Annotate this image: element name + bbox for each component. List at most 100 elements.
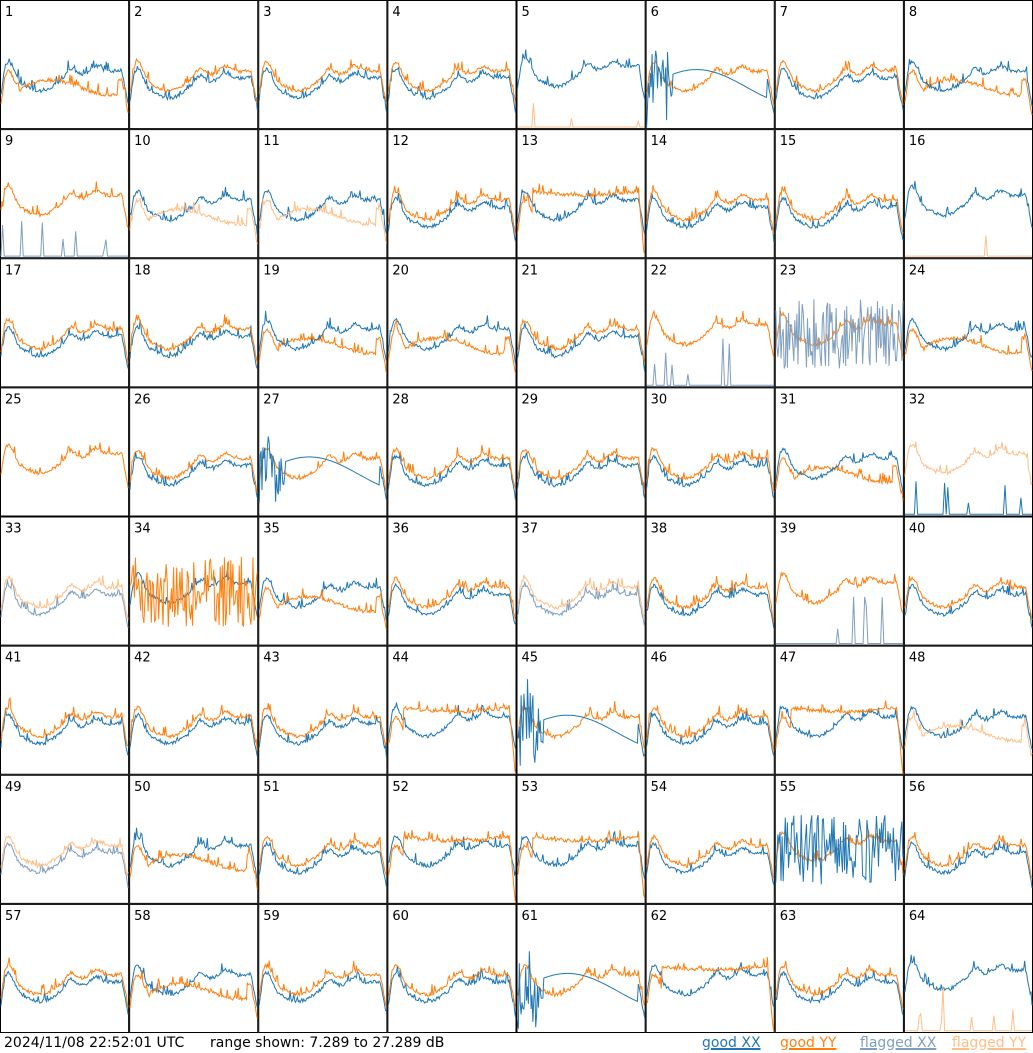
range-label: range shown: 7.289 to 27.289 dB: [210, 1035, 445, 1051]
panel-55: 55: [774, 774, 904, 904]
panel-label: 50: [134, 780, 151, 795]
panel-32: 32: [903, 387, 1033, 517]
xx-line: [775, 705, 904, 750]
panel-label: 32: [909, 392, 926, 407]
panel-61: 61: [516, 903, 646, 1033]
yy-line: [646, 573, 775, 622]
xx-line: [387, 582, 516, 625]
panel-frame: [516, 903, 646, 1033]
panel-10: 10: [129, 129, 259, 259]
yy-line: [129, 844, 258, 890]
panel-frame: [387, 903, 517, 1033]
panel-frame: [645, 903, 775, 1033]
xx-line: [258, 310, 387, 362]
panel-34: 34: [129, 516, 259, 646]
xx-line: [129, 827, 258, 880]
panel-frame: [387, 774, 517, 904]
yy-line: [0, 181, 129, 228]
panel-label: 1: [5, 5, 13, 20]
panel-frame: [129, 774, 259, 904]
xx-line: [904, 840, 1033, 888]
panel-label: 39: [780, 522, 797, 537]
panel-33: 33: [0, 516, 130, 646]
panel-frame: [903, 645, 1033, 775]
xx-line: [388, 835, 516, 876]
yy-line: [517, 963, 646, 1008]
panel-label: 17: [5, 263, 22, 278]
panel-label: 59: [263, 909, 280, 924]
panel-64: 64: [903, 903, 1033, 1033]
panel-label: 13: [522, 134, 539, 149]
panel-label: 11: [263, 134, 280, 149]
panel-46: 46: [645, 645, 775, 775]
panel-62: 62: [645, 903, 775, 1033]
panel-53: 53: [516, 774, 646, 904]
panel-label: 23: [780, 263, 797, 278]
yy-line: [129, 970, 258, 1019]
panel-3: 3: [258, 0, 388, 130]
xx-line: [0, 579, 129, 629]
panel-30: 30: [645, 387, 775, 517]
panel-frame: [645, 387, 775, 517]
xx-line: [904, 180, 1033, 228]
panel-frame: [774, 387, 904, 517]
panel-41: 41: [0, 645, 130, 775]
panel-frame: [129, 258, 259, 388]
yy-line: [388, 701, 516, 774]
panel-59: 59: [258, 903, 388, 1033]
panel-26: 26: [129, 387, 259, 517]
panel-frame: [516, 129, 646, 259]
panel-label: 3: [263, 5, 271, 20]
panel-48: 48: [903, 645, 1033, 775]
xx-spikes: [646, 338, 774, 386]
panel-frame: [387, 258, 517, 388]
yy-line: [646, 185, 775, 235]
xx-jagged: [775, 299, 904, 369]
yy-line: [258, 198, 387, 244]
yy-line: [904, 68, 1033, 116]
panel-frame: [516, 387, 646, 517]
panel-44: 44: [387, 645, 517, 775]
panel-2: 2: [129, 0, 259, 130]
yy-line: [0, 69, 129, 113]
panel-45: 45: [516, 645, 646, 775]
panel-9: 9: [0, 129, 130, 259]
panel-label: 34: [134, 522, 151, 537]
panel-frame: [387, 129, 517, 259]
panel-20: 20: [387, 258, 517, 388]
xx-line: [646, 453, 775, 499]
footer: 2024/11/08 22:52:01 UTC range shown: 7.2…: [0, 1033, 1033, 1053]
xx-line: [387, 193, 516, 242]
xx-line: [258, 67, 387, 112]
xx-spikes: [0, 221, 129, 257]
panel-label: 56: [909, 780, 926, 795]
xx-line: [904, 954, 1033, 1006]
panel-frame: [0, 516, 130, 646]
panel-label: 20: [392, 263, 409, 278]
panel-label: 51: [263, 780, 280, 795]
panel-label: 12: [392, 134, 409, 149]
panel-21: 21: [516, 258, 646, 388]
yy-line: [258, 328, 387, 374]
panel-label: 19: [263, 263, 280, 278]
panel-60: 60: [387, 903, 517, 1033]
panel-frame: [387, 0, 517, 130]
panel-frame: [903, 774, 1033, 904]
yy-line: [646, 957, 775, 1032]
panel-label: 5: [522, 5, 530, 20]
panel-frame: [258, 645, 388, 775]
yy-line: [775, 700, 904, 774]
yy-line: [387, 444, 516, 489]
panel-11: 11: [258, 129, 388, 259]
yy-line: [0, 442, 129, 488]
yy-line: [646, 60, 775, 107]
yy-line: [775, 456, 904, 501]
panel-6: 6: [645, 0, 775, 130]
yy-line: [775, 960, 904, 1010]
xx-line: [904, 58, 1033, 107]
panel-17: 17: [0, 258, 130, 388]
yy-line: [258, 703, 387, 746]
panel-label: 24: [909, 263, 926, 278]
xx-line: [775, 970, 904, 1016]
panel-54: 54: [645, 774, 775, 904]
